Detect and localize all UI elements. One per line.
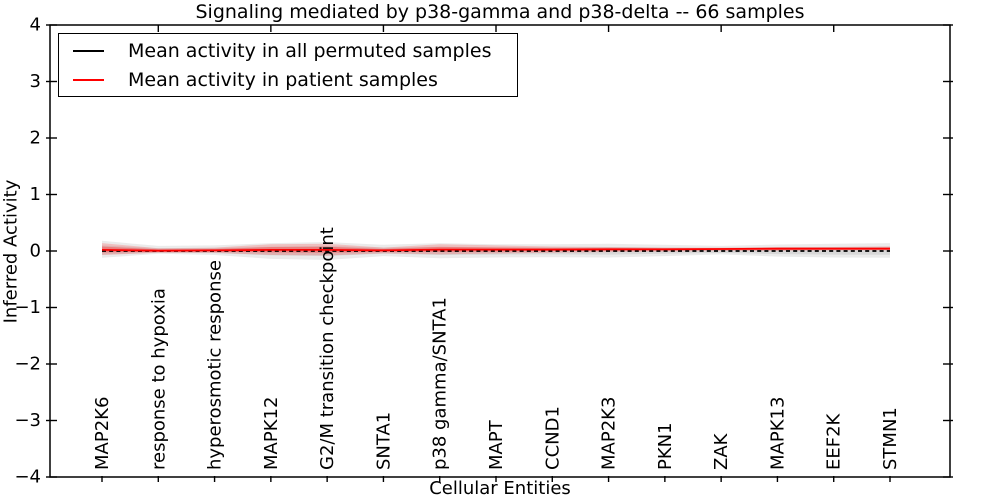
x-tick-label: hyperosmotic response [205,260,226,470]
x-tick-label: p38 gamma/SNTA1 [430,297,451,470]
x-tick-label: SNTA1 [373,412,394,470]
legend-label-permuted: Mean activity in all permuted samples [128,39,492,62]
y-axis-label: Inferred Activity [0,179,22,324]
y-tick-label: −3 [14,410,41,431]
x-tick-label: response to hypoxia [148,288,169,470]
x-tick-label: ZAK [711,432,732,470]
x-tick-label: MAPK12 [261,397,282,470]
y-tick-label: 1 [30,184,41,205]
patient-mean-line [101,247,890,252]
legend-entry-patient: Mean activity in patient samples [59,65,517,94]
x-tick-label: MAP2K6 [92,397,113,470]
x-tick-label: MAPK13 [767,397,788,470]
y-tick-label: 4 [30,15,41,36]
x-tick-label: PKN1 [655,422,676,470]
x-axis-label: Cellular Entities [429,478,571,499]
legend-entry-permuted: Mean activity in all permuted samples [59,36,517,65]
y-tick-label: 3 [30,71,41,92]
x-tick-label: CCND1 [542,406,563,470]
permuted-band-inner [102,245,890,256]
chart-title: Signaling mediated by p38-gamma and p38-… [195,1,805,23]
y-tick-label: −4 [14,467,41,488]
permuted-line-sample-icon [73,49,104,52]
x-tick-label: MAPT [486,419,507,470]
legend: Mean activity in all permuted samples Me… [58,33,518,97]
y-tick-label: 0 [30,241,41,262]
x-tick-label: MAP2K3 [599,397,620,470]
y-tick-label: −1 [14,297,41,318]
patient-line-sample-icon [73,78,104,81]
legend-label-patient: Mean activity in patient samples [128,68,438,91]
y-tick-label: −2 [14,354,41,375]
y-tick-label: 2 [30,128,41,149]
x-tick-label: G2/M transition checkpoint [317,227,338,470]
x-tick-label: EEF2K [824,412,845,470]
x-tick-label: STMN1 [880,407,901,470]
